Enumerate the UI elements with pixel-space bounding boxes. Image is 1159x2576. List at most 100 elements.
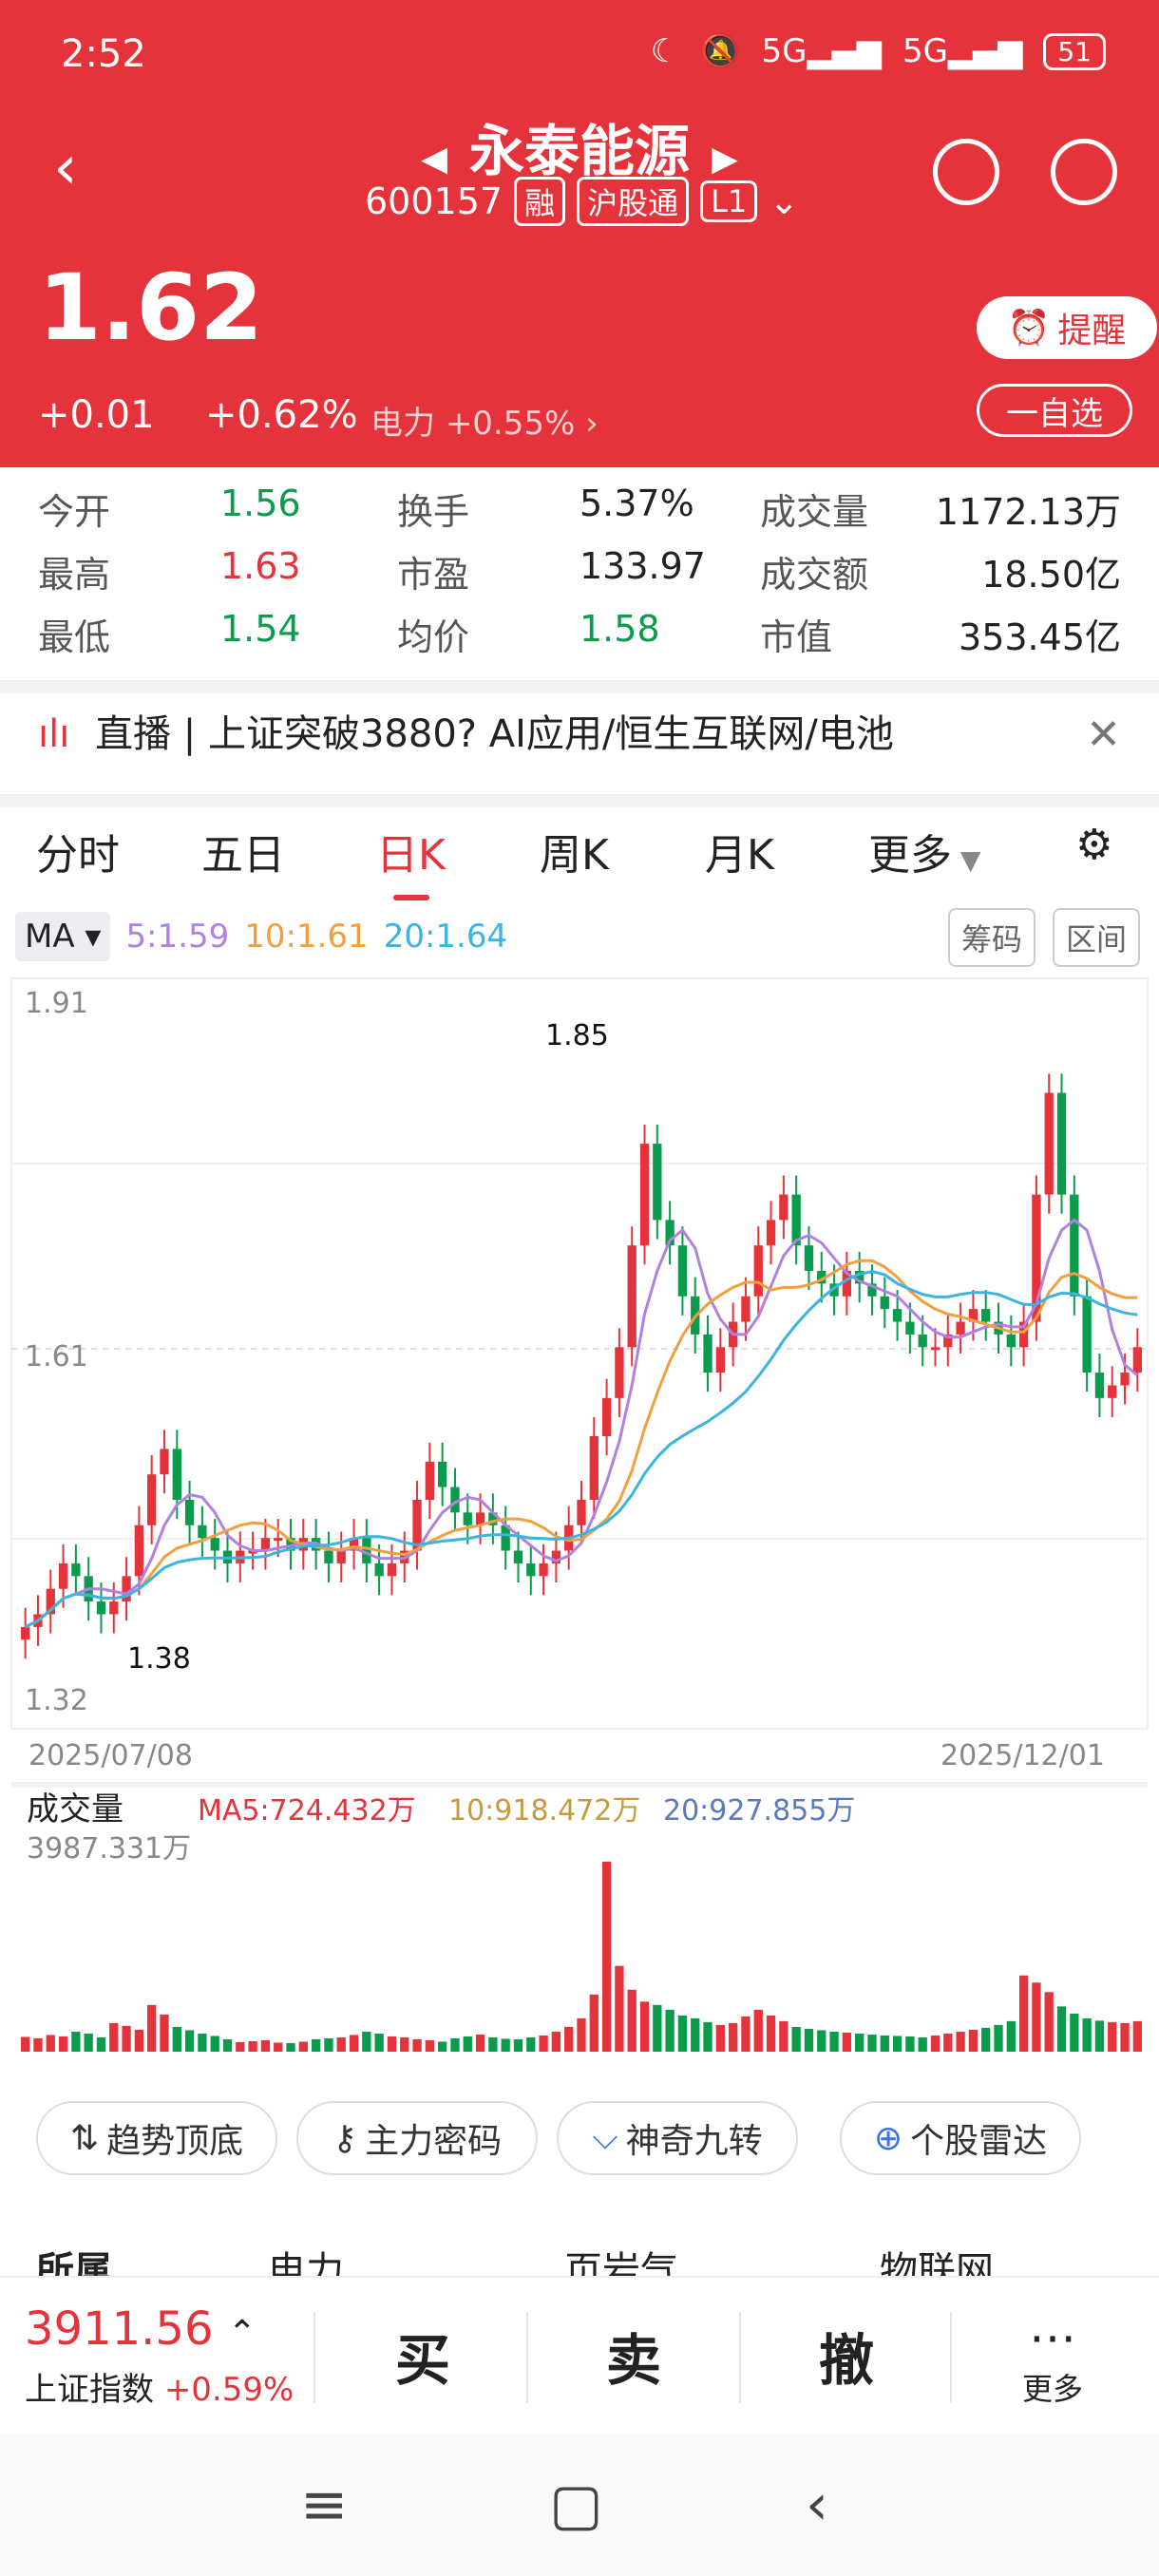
next-stock-icon[interactable]: ▶ bbox=[712, 140, 738, 179]
volume-bar bbox=[134, 2029, 144, 2052]
volume-bar bbox=[981, 2027, 991, 2052]
candle bbox=[956, 1321, 965, 1335]
menu-icon[interactable]: ≡ bbox=[300, 2472, 349, 2538]
stock-header: 2:52 ☾ 🔕 5G▂▄▆ 5G▂▄▆ 51 ‹ ◀ 永泰能源 ▶ 60015… bbox=[0, 0, 1159, 467]
trend-button[interactable]: ⇅ 趋势顶底 bbox=[36, 2101, 277, 2175]
tab-more-label: 更多 bbox=[868, 831, 952, 880]
volume-bar bbox=[286, 2042, 295, 2052]
volume-bar bbox=[892, 2036, 902, 2052]
candle bbox=[513, 1550, 523, 1563]
back-nav-icon[interactable]: ‹ bbox=[806, 2472, 828, 2538]
volume-bar bbox=[1132, 2020, 1143, 2052]
volume-label[interactable]: 成交量 bbox=[27, 1790, 124, 1828]
code-row[interactable]: 600157 融 沪股通 L1 ⌄ bbox=[365, 177, 799, 226]
sector-name: 电力 bbox=[370, 405, 435, 443]
candle bbox=[892, 1309, 902, 1322]
volume-bar bbox=[539, 2035, 548, 2052]
volume-bar bbox=[817, 2030, 826, 2052]
nine-turn-icon: ⌵ bbox=[592, 2118, 618, 2157]
buy-button[interactable]: 买 bbox=[395, 2328, 451, 2393]
y-mid-label: 1.61 bbox=[25, 1340, 88, 1373]
ma5-value: 5:1.59 bbox=[125, 918, 230, 956]
tab-five-day[interactable]: 五日 bbox=[201, 831, 285, 880]
volume-bar bbox=[324, 2037, 333, 2052]
volume-bar bbox=[1094, 2020, 1105, 2052]
candle bbox=[741, 1296, 750, 1322]
volume-bar bbox=[691, 2017, 700, 2052]
range-button[interactable]: 区间 bbox=[1053, 908, 1141, 967]
candle bbox=[248, 1550, 257, 1554]
volume-bar bbox=[387, 2036, 397, 2052]
nine-turn-button[interactable]: ⌵ 神奇九转 bbox=[557, 2101, 798, 2175]
volume-bar bbox=[1018, 1975, 1029, 2052]
low-value: 1.54 bbox=[220, 608, 301, 650]
back-icon[interactable]: ‹ bbox=[53, 133, 78, 203]
vol-ma5: MA5:724.432万 bbox=[198, 1794, 416, 1828]
candle bbox=[905, 1321, 915, 1335]
sell-button[interactable]: 卖 bbox=[606, 2328, 662, 2393]
candle bbox=[1120, 1373, 1130, 1386]
candle bbox=[551, 1550, 561, 1563]
status-icons: ☾ 🔕 5G▂▄▆ 5G▂▄▆ 51 bbox=[651, 32, 1106, 70]
tab-weekly-k[interactable]: 周K bbox=[540, 831, 609, 880]
home-icon[interactable]: ▢ bbox=[549, 2472, 603, 2538]
high-mark: 1.85 bbox=[545, 1019, 609, 1052]
candle bbox=[1082, 1296, 1092, 1373]
bottom-trade-bar: 3911.56 ⌃ 上证指数 +0.59% 买 卖 撤 ⋯ 更多 bbox=[0, 2276, 1159, 2434]
signal-icon-2: 5G▂▄▆ bbox=[902, 32, 1023, 70]
key-icon: ⚷ bbox=[332, 2118, 358, 2158]
volume-bar bbox=[349, 2035, 359, 2052]
chip-button[interactable]: 筹码 bbox=[948, 908, 1036, 967]
volume-bar bbox=[260, 2039, 271, 2052]
watchlist-button[interactable]: 一自选 bbox=[977, 384, 1132, 437]
trend-label: 趋势顶底 bbox=[106, 2122, 244, 2161]
tab-daily-k[interactable]: 日K bbox=[376, 831, 446, 880]
volume-bar bbox=[905, 2036, 915, 2052]
volume-bar bbox=[58, 2036, 68, 2052]
candle bbox=[753, 1245, 763, 1297]
more-icon: ⋯ bbox=[1029, 2310, 1076, 2365]
sector-link[interactable]: 电力 +0.55% › bbox=[370, 397, 598, 444]
ma-selector[interactable]: MA ▾ bbox=[15, 912, 111, 961]
volume-bar bbox=[46, 2035, 55, 2052]
index-value-link[interactable]: 3911.56 ⌃ bbox=[25, 2302, 256, 2356]
tab-more[interactable]: 更多 ▼ bbox=[868, 821, 980, 881]
volume-bar bbox=[1032, 1982, 1041, 2052]
candle bbox=[665, 1220, 674, 1246]
candle bbox=[601, 1397, 612, 1437]
ma20-line bbox=[25, 1270, 1138, 1629]
cancel-order-button[interactable]: 撤 bbox=[819, 2328, 875, 2393]
volume-bar bbox=[236, 2041, 245, 2052]
candle bbox=[589, 1436, 598, 1500]
settings-icon[interactable]: ⚙ bbox=[1075, 821, 1113, 869]
mcap-value: 353.45亿 bbox=[959, 616, 1121, 658]
volume-bar bbox=[147, 2004, 157, 2052]
radar-button[interactable]: ⊕ 个股雷达 bbox=[840, 2101, 1081, 2175]
tab-intraday[interactable]: 分时 bbox=[36, 831, 120, 880]
ma5-line bbox=[25, 1218, 1139, 1629]
volume-bar bbox=[336, 2036, 346, 2052]
kline-chart[interactable]: 1.91 1.61 1.32 1.85 1.38 2025/07/08 2025… bbox=[0, 969, 1159, 2071]
tab-monthly-k[interactable]: 月K bbox=[705, 831, 774, 880]
more-button[interactable]: ⋯ 更多 bbox=[1022, 2310, 1083, 2409]
tool-buttons: ⇅ 趋势顶底 ⚷ 主力密码 ⌵ 神奇九转 ⊕ 个股雷达 bbox=[0, 2101, 1159, 2177]
search-icon[interactable] bbox=[1051, 139, 1117, 205]
volume-bar bbox=[627, 1989, 636, 2052]
avg-label: 均价 bbox=[397, 616, 470, 658]
prev-stock-icon[interactable]: ◀ bbox=[421, 140, 447, 179]
live-broadcast-banner[interactable]: ılı 直播 | 上证突破3880? AI应用/恒生互联网/电池 bbox=[38, 703, 1121, 758]
remind-button[interactable]: ⏰ 提醒 bbox=[977, 296, 1157, 359]
x-end-label: 2025/12/01 bbox=[940, 1739, 1105, 1772]
refresh-icon[interactable] bbox=[933, 139, 999, 205]
candle bbox=[438, 1461, 447, 1487]
volume-bar bbox=[20, 2036, 30, 2052]
candle bbox=[880, 1296, 889, 1310]
volume-bar bbox=[412, 2038, 422, 2052]
tag-margin: 融 bbox=[514, 177, 566, 226]
main-force-button[interactable]: ⚷ 主力密码 bbox=[296, 2101, 538, 2175]
volume-bar bbox=[829, 2031, 839, 2052]
close-icon[interactable]: ✕ bbox=[1086, 710, 1121, 759]
system-nav-bar: ≡ ▢ ‹ bbox=[0, 2434, 1159, 2576]
volume-bar bbox=[438, 2041, 447, 2052]
volume-bar bbox=[475, 2034, 485, 2052]
